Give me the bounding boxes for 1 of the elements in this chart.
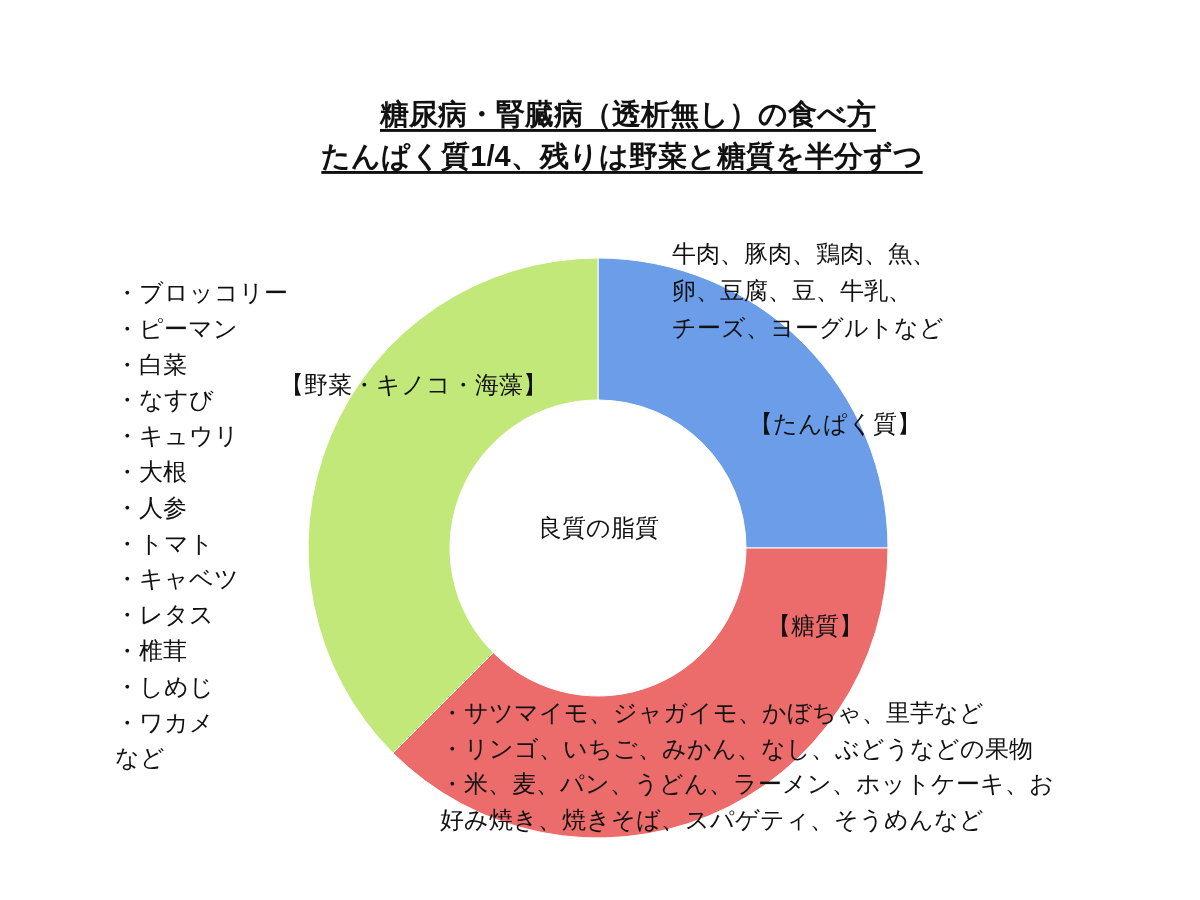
title: 糖尿病・腎臓病（透析無し）の食べ方 たんぱく質1/4、残りは野菜と糖質を半分ずつ: [321, 98, 923, 172]
